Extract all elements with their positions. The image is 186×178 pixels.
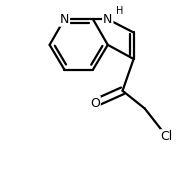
Text: O: O (90, 97, 100, 110)
Text: N: N (103, 13, 113, 26)
Text: H: H (116, 6, 124, 16)
Text: N: N (60, 13, 69, 26)
Text: Cl: Cl (161, 130, 173, 143)
